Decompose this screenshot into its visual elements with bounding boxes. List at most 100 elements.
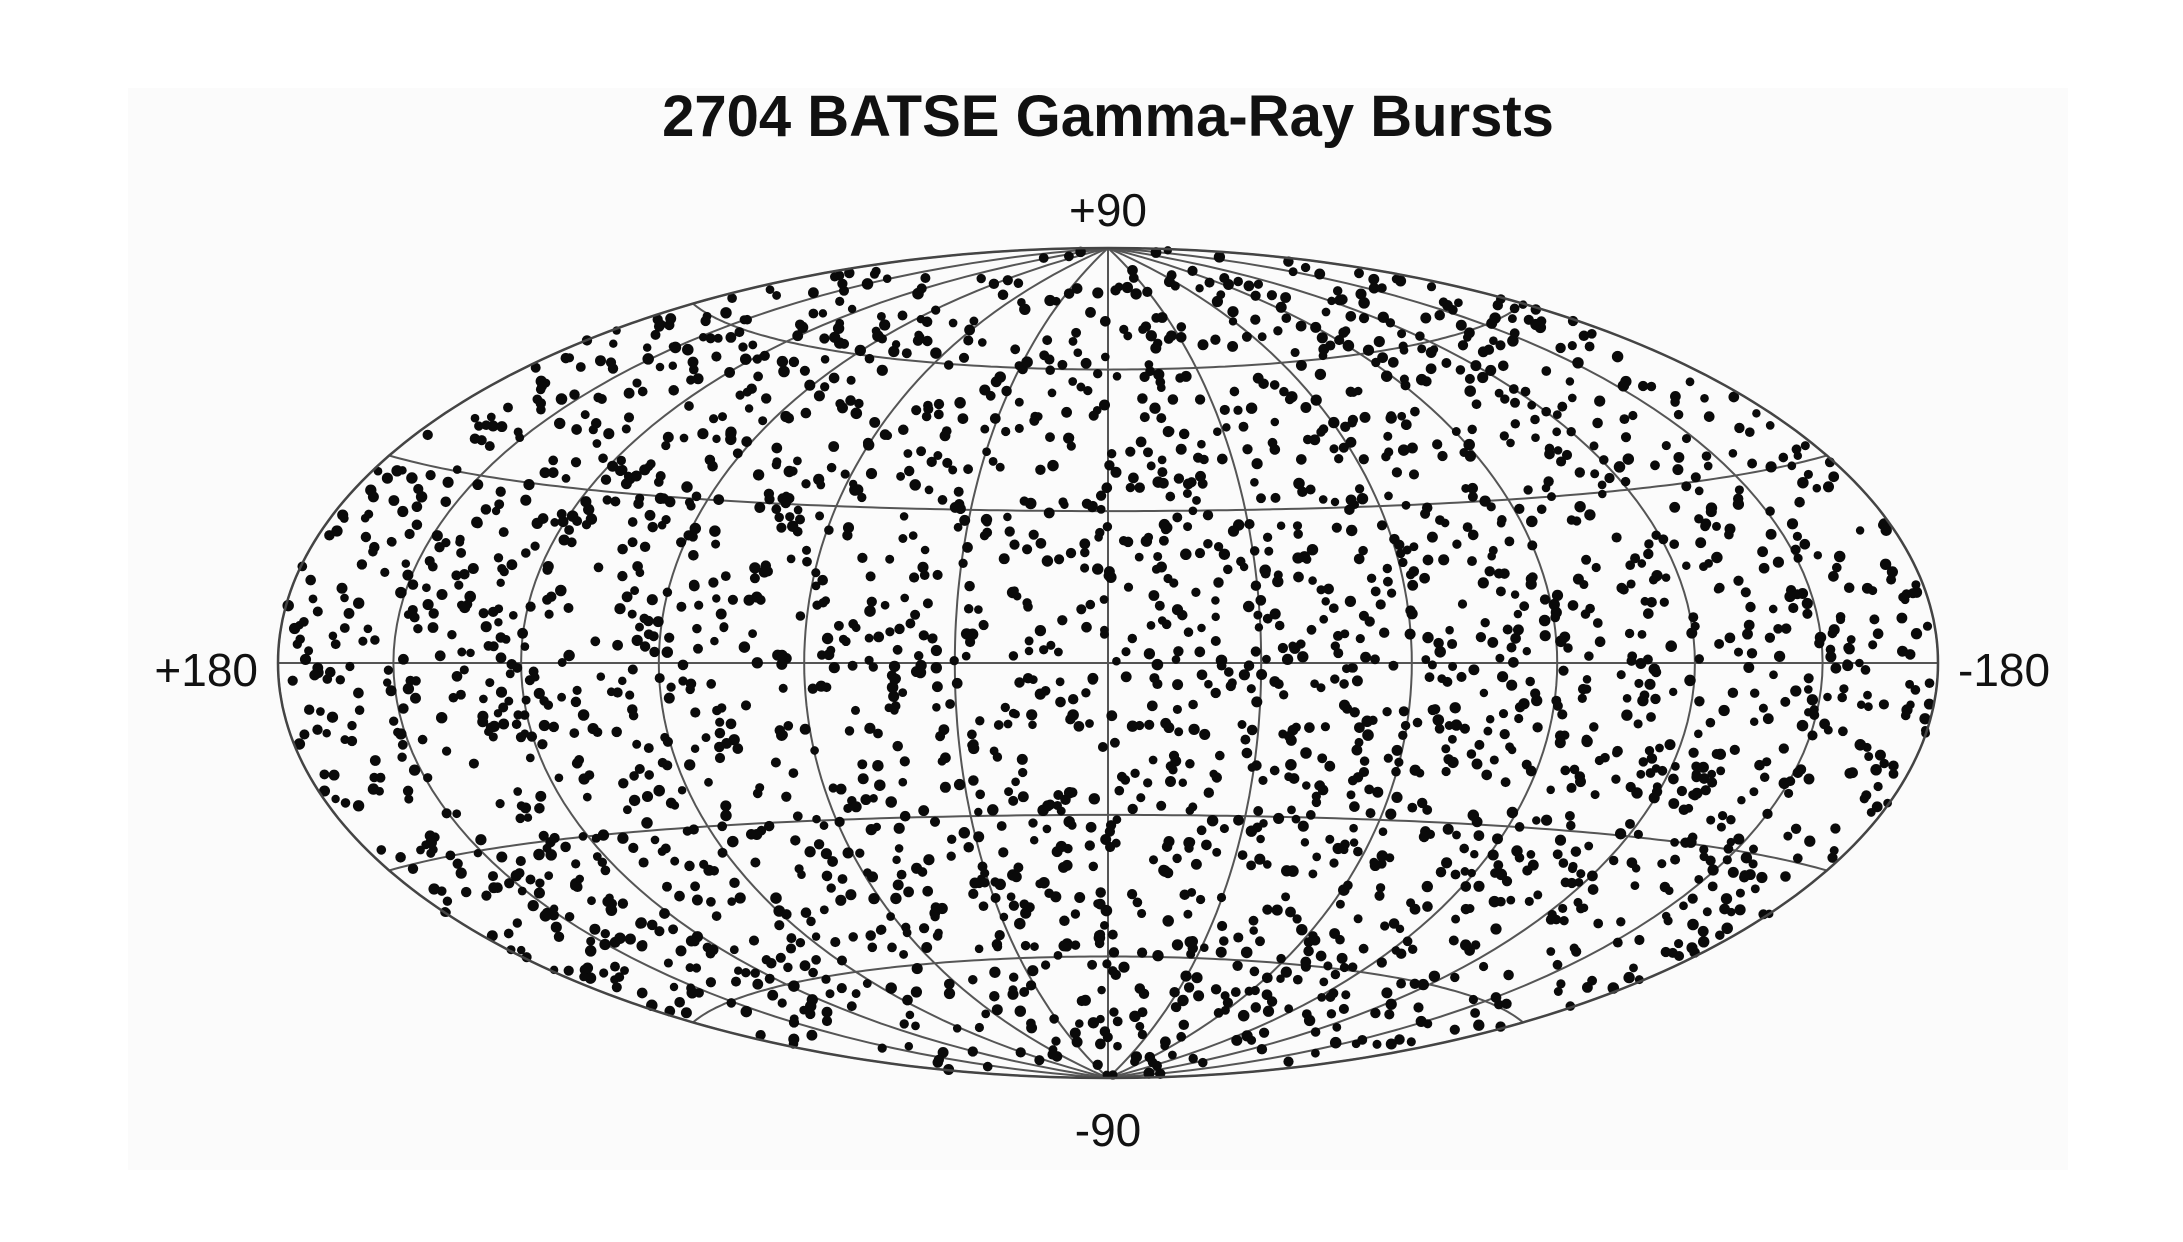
burst-point (1804, 835, 1816, 847)
burst-point (1468, 994, 1479, 1005)
burst-point (869, 416, 881, 428)
burst-point (974, 807, 983, 817)
burst-point (1273, 326, 1283, 336)
burst-point (718, 412, 727, 422)
burst-point (668, 385, 679, 396)
burst-point (1864, 751, 1874, 762)
burst-point (668, 361, 678, 371)
burst-point (1727, 687, 1739, 699)
burst-point (513, 427, 523, 437)
burst-point (1812, 483, 1822, 493)
burst-point (656, 319, 666, 330)
burst-point (472, 479, 484, 491)
burst-point (447, 630, 457, 640)
burst-point (682, 343, 694, 356)
burst-point (1374, 890, 1385, 901)
map-outline (276, 246, 1940, 1080)
burst-point (494, 499, 505, 510)
burst-point (347, 720, 357, 731)
burst-point (1113, 1041, 1122, 1051)
burst-point (1130, 768, 1140, 778)
burst-point (975, 716, 985, 726)
burst-point (795, 937, 806, 948)
burst-point (330, 639, 341, 650)
burst-point (1157, 467, 1168, 478)
burst-point (1871, 801, 1883, 813)
burst-point (792, 330, 804, 342)
burst-point (1410, 406, 1420, 417)
burst-point (1746, 648, 1758, 659)
burst-point (1552, 410, 1562, 419)
burst-point (1560, 765, 1571, 776)
burst-point (454, 580, 464, 590)
burst-point (894, 844, 904, 853)
burst-point (1196, 825, 1207, 836)
burst-point (968, 974, 978, 985)
burst-point (709, 866, 719, 876)
burst-point (1081, 621, 1092, 633)
burst-point (1715, 930, 1725, 940)
burst-point (1651, 764, 1661, 773)
burst-point (1122, 536, 1134, 548)
burst-point (413, 483, 424, 495)
burst-point (1293, 477, 1305, 490)
burst-point (1172, 853, 1182, 864)
burst-point (974, 605, 983, 614)
burst-point (1109, 737, 1120, 748)
burst-point (1691, 772, 1702, 783)
burst-point (706, 896, 716, 907)
burst-point (1319, 614, 1329, 624)
burst-point (709, 414, 719, 424)
burst-point (896, 471, 906, 481)
burst-point (999, 912, 1009, 922)
burst-point (1694, 696, 1705, 707)
burst-point (806, 916, 816, 927)
burst-point (1723, 843, 1734, 854)
burst-point (563, 965, 574, 976)
burst-point (690, 881, 701, 892)
burst-point (639, 464, 651, 476)
burst-point (1451, 914, 1461, 924)
burst-point (1085, 821, 1097, 833)
burst-point (886, 912, 895, 921)
burst-point (397, 752, 407, 762)
burst-point (776, 649, 788, 662)
burst-point (578, 832, 588, 841)
burst-point (1042, 335, 1053, 346)
burst-point (537, 739, 548, 750)
burst-point (1014, 677, 1025, 688)
burst-point (1053, 790, 1064, 800)
burst-point (1140, 535, 1153, 547)
burst-point (1258, 1027, 1270, 1038)
burst-point (1514, 503, 1525, 515)
burst-point (1080, 357, 1092, 369)
burst-point (1728, 448, 1738, 458)
burst-point (1643, 548, 1654, 560)
burst-point (457, 647, 467, 657)
burst-point (1230, 987, 1241, 998)
burst-point (495, 486, 506, 497)
burst-point (1633, 719, 1643, 729)
burst-point (1551, 589, 1564, 602)
burst-point (1856, 700, 1866, 710)
burst-point (1485, 364, 1497, 376)
burst-point (846, 375, 856, 385)
burst-point (1213, 577, 1224, 588)
burst-point (1218, 548, 1231, 560)
burst-point (694, 600, 704, 610)
burst-point (1097, 742, 1108, 752)
burst-point (913, 651, 924, 661)
burst-point (850, 407, 863, 420)
burst-point (600, 474, 612, 485)
burst-point (821, 870, 833, 882)
burst-point (1391, 791, 1403, 803)
burst-point (395, 586, 407, 599)
burst-point (780, 497, 791, 509)
burst-point (525, 601, 536, 612)
burst-point (1123, 582, 1134, 592)
burst-point (1306, 624, 1317, 635)
burst-point (635, 568, 645, 578)
burst-point (1676, 785, 1688, 797)
burst-point (1838, 726, 1848, 737)
burst-point (1585, 603, 1595, 614)
